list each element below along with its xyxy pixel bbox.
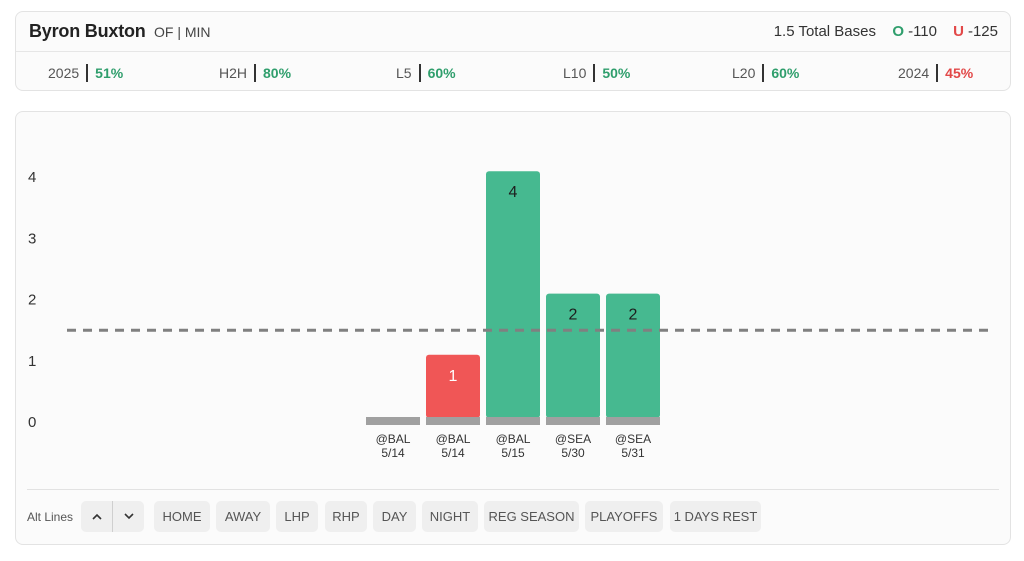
filter-lhp-button[interactable]: LHP bbox=[276, 501, 318, 532]
player-header: Byron Buxton OF | MIN 1.5 Total Bases O-… bbox=[16, 12, 1010, 52]
stat-value: 50% bbox=[602, 65, 631, 81]
player-name: Byron Buxton bbox=[29, 21, 146, 41]
stat-label: H2H bbox=[219, 64, 257, 82]
filter-playoffs-button[interactable]: PLAYOFFS bbox=[585, 501, 663, 532]
filter-reg-season-button[interactable]: REG SEASON bbox=[484, 501, 579, 532]
bar bbox=[426, 354, 480, 418]
under-label: U bbox=[953, 23, 964, 40]
stat-label: L20 bbox=[732, 64, 765, 82]
stat-2024[interactable]: 2024 45% bbox=[898, 63, 973, 83]
alt-lines-label: Alt Lines bbox=[27, 510, 74, 524]
stat-l10[interactable]: L10 50% bbox=[563, 63, 630, 83]
x-tick-date: 5/31 bbox=[621, 446, 645, 460]
bar-base bbox=[606, 417, 660, 425]
stat-value: 80% bbox=[263, 65, 292, 81]
stepper-separator bbox=[112, 501, 113, 532]
filter-day-button[interactable]: DAY bbox=[373, 501, 416, 532]
stat-value: 45% bbox=[945, 65, 974, 81]
x-tick-opponent: @SEA bbox=[615, 432, 651, 446]
stat-h2h[interactable]: H2H 80% bbox=[219, 63, 291, 83]
filter-days-rest-button[interactable]: 1 DAYS REST bbox=[670, 501, 761, 532]
player-prop-card: Byron Buxton OF | MIN 1.5 Total Bases O-… bbox=[15, 11, 1011, 91]
under-odds-value: -125 bbox=[967, 23, 998, 40]
over-label: O bbox=[892, 23, 905, 40]
x-tick-opponent: @SEA bbox=[555, 432, 591, 446]
player-position-team: OF | MIN bbox=[154, 24, 211, 40]
x-tick-opponent: @BAL bbox=[376, 432, 411, 446]
bar-value-label: 2 bbox=[569, 307, 578, 324]
over-odds-value: -110 bbox=[908, 23, 937, 40]
filter-rhp-button[interactable]: RHP bbox=[325, 501, 367, 532]
stat-l20[interactable]: L20 60% bbox=[732, 63, 799, 83]
bar-value-label: 4 bbox=[509, 184, 518, 201]
bar-value-label: 2 bbox=[629, 307, 638, 324]
bar bbox=[606, 293, 660, 418]
y-tick-label: 2 bbox=[28, 292, 36, 309]
bar-base bbox=[546, 417, 600, 425]
alt-line-up-button[interactable] bbox=[81, 501, 112, 532]
bar-chart: 01234@BAL5/141@BAL5/144@BAL5/152@SEA5/30… bbox=[28, 169, 995, 460]
stat-l5[interactable]: L5 60% bbox=[396, 63, 456, 83]
filter-divider bbox=[27, 489, 999, 490]
filter-away-button[interactable]: AWAY bbox=[216, 501, 270, 532]
y-tick-label: 1 bbox=[28, 353, 36, 370]
bar-value-label: 1 bbox=[449, 368, 458, 385]
y-tick-label: 4 bbox=[28, 169, 36, 186]
x-tick-opponent: @BAL bbox=[436, 432, 471, 446]
under-odds[interactable]: U -125 bbox=[953, 23, 998, 40]
alt-line-down-button[interactable] bbox=[113, 501, 144, 532]
filter-home-button[interactable]: HOME bbox=[154, 501, 210, 532]
x-tick-date: 5/30 bbox=[561, 446, 585, 460]
stat-label: L5 bbox=[396, 64, 421, 82]
filter-night-button[interactable]: NIGHT bbox=[422, 501, 478, 532]
filter-bar: Alt Lines HOME AWAY LHP RHP DAY NIGHT RE… bbox=[27, 501, 1002, 532]
chevron-up-icon bbox=[91, 513, 102, 520]
bar-base bbox=[426, 417, 480, 425]
stat-label: 2025 bbox=[48, 64, 89, 82]
stat-2025[interactable]: 2025 51% bbox=[48, 63, 123, 83]
x-tick-date: 5/14 bbox=[381, 446, 405, 460]
over-odds[interactable]: O -110 bbox=[892, 23, 937, 40]
bar-base bbox=[486, 417, 540, 425]
stat-label: L10 bbox=[563, 64, 596, 82]
chevron-down-icon bbox=[123, 513, 134, 520]
alt-lines-stepper bbox=[81, 501, 144, 532]
bar-base bbox=[366, 417, 420, 425]
x-tick-date: 5/14 bbox=[441, 446, 465, 460]
stat-value: 60% bbox=[427, 65, 456, 81]
stat-value: 51% bbox=[95, 65, 124, 81]
bar bbox=[546, 293, 600, 418]
y-tick-label: 0 bbox=[28, 414, 36, 431]
bar bbox=[486, 171, 540, 418]
prop-line-label: 1.5 Total Bases bbox=[773, 23, 876, 40]
y-tick-label: 3 bbox=[28, 230, 36, 247]
stat-value: 60% bbox=[771, 65, 800, 81]
x-tick-opponent: @BAL bbox=[496, 432, 531, 446]
stat-label: 2024 bbox=[898, 64, 939, 82]
x-tick-date: 5/15 bbox=[501, 446, 525, 460]
